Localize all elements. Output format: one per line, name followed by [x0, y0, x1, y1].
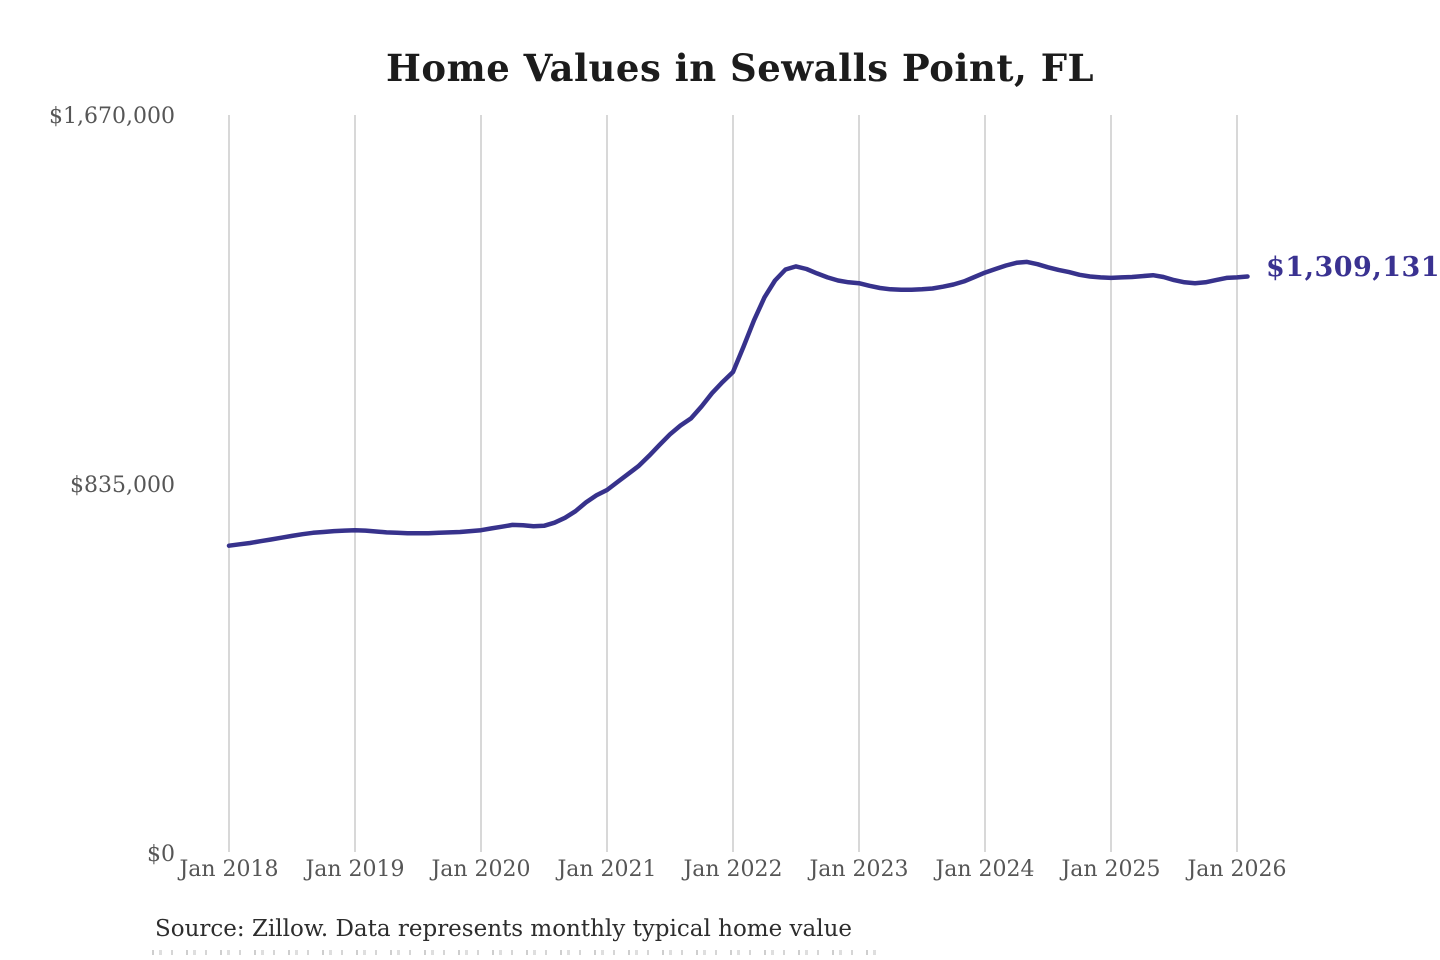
- source-attribution: Source: Zillow. Data represents monthly …: [155, 916, 853, 942]
- vertical-gridlines: [228, 115, 1238, 852]
- cropped-text-remnant: [152, 950, 882, 955]
- x-tick-label: Jan 2018: [179, 857, 279, 882]
- home-value-line-series: [226, 259, 1250, 548]
- x-tick-label: Jan 2021: [557, 857, 657, 882]
- y-tick-label: $835,000: [70, 473, 175, 498]
- y-tick-label: $1,670,000: [49, 104, 175, 129]
- latest-value-label: $1,309,131: [1266, 252, 1440, 283]
- x-tick-label: Jan 2024: [935, 857, 1035, 882]
- x-tick-label: Jan 2026: [1187, 857, 1287, 882]
- x-tick-label: Jan 2025: [1061, 857, 1161, 882]
- y-tick-label: $0: [147, 842, 175, 867]
- x-tick-label: Jan 2022: [683, 857, 783, 882]
- chart-title: Home Values in Sewalls Point, FL: [385, 46, 1095, 90]
- x-tick-label: Jan 2020: [431, 857, 531, 882]
- x-tick-label: Jan 2023: [809, 857, 909, 882]
- x-tick-label: Jan 2019: [305, 857, 405, 882]
